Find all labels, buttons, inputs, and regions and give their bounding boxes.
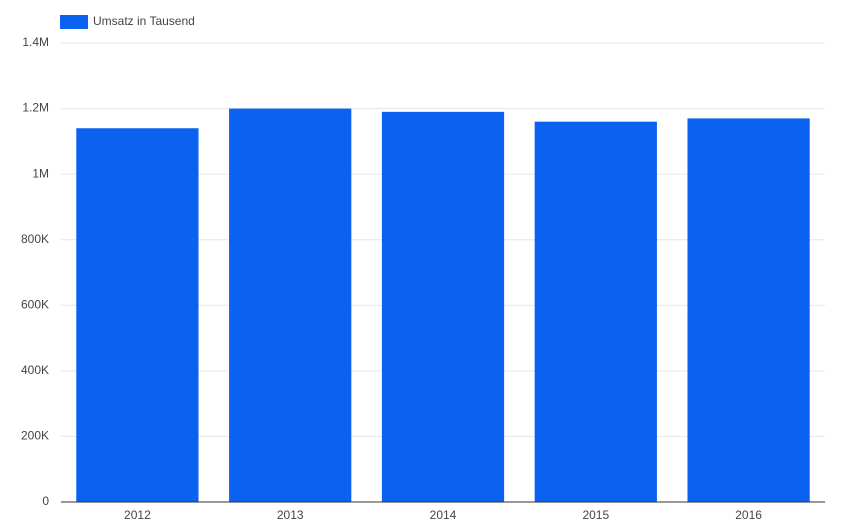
y-tick-label: 1M: [32, 166, 49, 180]
legend-swatch: [60, 15, 88, 29]
bar: [381, 111, 505, 502]
x-tick-label: 2015: [582, 508, 609, 522]
bar: [229, 108, 352, 503]
y-tick-label: 800K: [21, 232, 49, 246]
x-tick-label: 2016: [735, 508, 762, 522]
y-tick-label: 400K: [21, 363, 49, 377]
y-tick-label: 1.2M: [22, 101, 49, 115]
legend-label: Umsatz in Tausend: [93, 14, 195, 28]
x-tick-label: 2014: [430, 508, 457, 522]
y-tick-label: 200K: [21, 429, 49, 443]
y-tick-label: 600K: [21, 297, 49, 311]
bar: [76, 128, 199, 502]
x-tick-label: 2013: [277, 508, 304, 522]
bar: [687, 118, 810, 503]
bar: [534, 121, 657, 502]
y-tick-label: 0: [42, 494, 49, 508]
y-tick-label: 1.4M: [22, 35, 49, 49]
x-tick-label: 2012: [124, 508, 151, 522]
